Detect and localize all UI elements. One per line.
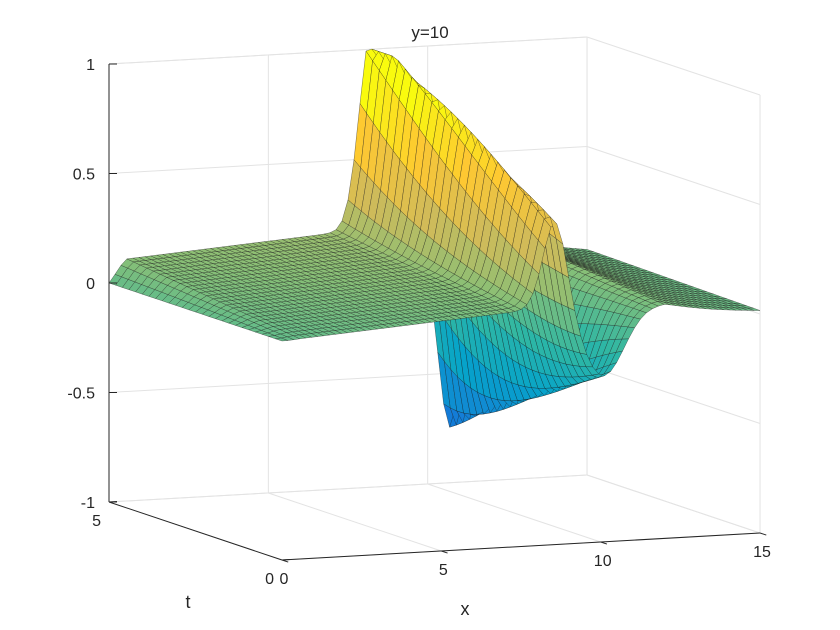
x-tick: [600, 541, 608, 545]
grid-line: [108, 474, 588, 503]
grid-line: [108, 36, 588, 65]
t-tick-label: 0: [265, 571, 274, 588]
x-tick-label: 0: [280, 571, 289, 588]
grid-line: [427, 483, 601, 543]
grid-line: [586, 365, 761, 424]
axis-labels: y=10 x t 1 0.5 0 -0.5 -1 0 5 10 15 0 5: [67, 23, 771, 619]
z-tick-label: 1: [86, 57, 95, 74]
grid-line: [108, 146, 588, 174]
z-tick-label: 0.5: [73, 167, 95, 184]
grid-line: [586, 146, 761, 205]
grid-line: [586, 36, 761, 96]
z-tick-label: 0: [86, 276, 95, 293]
z-tick-label: -1: [81, 495, 95, 512]
t-axis-line: [108, 501, 283, 561]
surface-mesh: [108, 48, 761, 428]
z-tick-label: -0.5: [67, 386, 95, 403]
grid-line: [268, 492, 442, 552]
grid-line: [586, 474, 761, 534]
x-tick-label: 15: [753, 544, 771, 561]
x-axis-label: x: [461, 599, 470, 619]
x-axis-line: [281, 532, 761, 561]
x-tick-label: 10: [594, 553, 612, 570]
chart-title: y=10: [411, 23, 448, 42]
t-axis-label: t: [185, 592, 190, 612]
axes: [108, 63, 767, 563]
t-tick-label: 5: [92, 513, 101, 530]
x-tick: [759, 532, 767, 536]
x-tick: [441, 550, 448, 554]
surface-patch: [747, 307, 761, 311]
x-tick-label: 5: [439, 562, 448, 579]
